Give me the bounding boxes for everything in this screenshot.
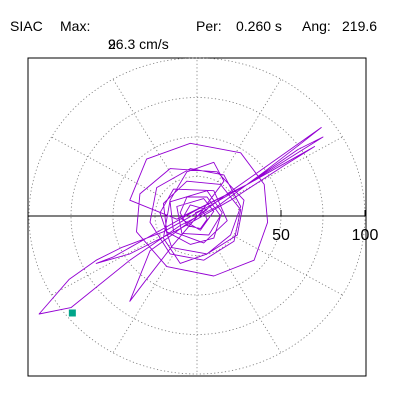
peak-marker-group (68, 309, 76, 317)
period-value: 0.260 s (236, 18, 282, 34)
grid-spoke (233, 136, 343, 197)
particle-motion-line (38, 127, 324, 315)
grid-spoke (233, 235, 343, 296)
radial-tick-label: 100 (352, 227, 379, 244)
angle-label: Ang: (302, 18, 331, 34)
max-unit-exponent: 2 (108, 36, 116, 52)
angle-value: 219.6 (342, 18, 378, 34)
radial-axis: 50 100 (28, 210, 378, 244)
max-label: Max: (60, 18, 91, 34)
radial-tick-label: 50 (272, 227, 290, 244)
particle-motion-series (38, 127, 324, 315)
chart-title: SIAC Max: 96.3 cm/s 2 Per: 0.260 s Ang: 2… (10, 18, 378, 52)
grid-spoke (51, 136, 161, 197)
period-label: Per: (196, 18, 222, 34)
peak-marker (68, 309, 76, 317)
grid-spoke (51, 235, 161, 296)
station-code: SIAC (10, 18, 43, 34)
